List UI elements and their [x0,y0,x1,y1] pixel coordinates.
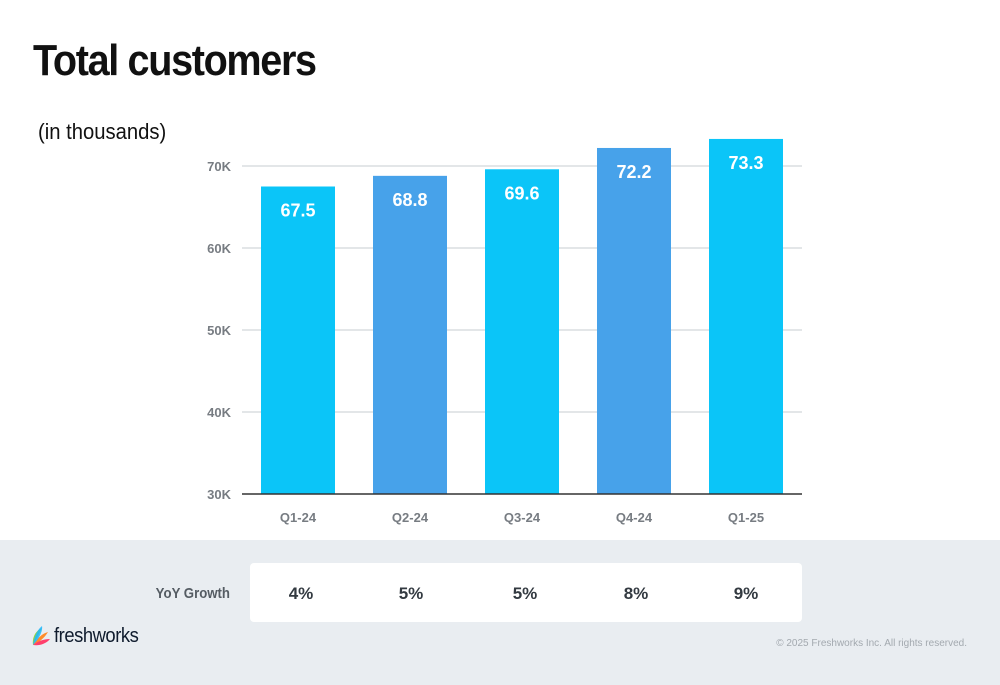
y-tick-label-60k: 60K [207,241,231,256]
data-label-q2-24: 68.8 [392,190,427,210]
yoy-value-q4-24: 8% [623,584,649,603]
freshworks-logo-icon [32,626,50,646]
y-tick-label-70k: 70K [207,159,231,174]
x-tick-label-q4-24: Q4-24 [616,510,653,525]
bar-q4-24 [597,147,671,494]
data-label-q1-25: 73.3 [728,153,763,173]
chart-bars [261,138,783,494]
data-label-q4-24: 72.2 [616,162,651,182]
brand-name: freshworks [54,624,139,647]
data-label-q1-24: 67.5 [280,201,315,221]
bar-q1-24 [261,186,335,494]
y-tick-label-50k: 50K [207,323,231,338]
bar-data-labels: 67.5 68.8 69.6 72.2 73.3 [280,153,763,221]
x-tick-label-q2-24: Q2-24 [392,510,429,525]
copyright-text: © 2025 Freshworks Inc. All rights reserv… [776,638,967,649]
x-tick-label-q3-24: Q3-24 [504,510,541,525]
chart-subtitle: (in thousands) [38,119,167,144]
bar-chart: 30K 40K 50K 60K 70K 67.5 68.8 69.6 72.2 73.3 Q1-… [207,138,802,525]
yoy-value-q3-24: 5% [512,584,538,603]
x-tick-label-q1-25: Q1-25 [728,510,764,525]
bar-q2-24 [373,175,447,494]
yoy-value-q2-24: 5% [398,584,424,603]
x-tick-label-q1-24: Q1-24 [280,510,317,525]
y-tick-label-30k: 30K [207,487,231,502]
y-tick-label-40k: 40K [207,405,231,420]
data-label-q3-24: 69.6 [504,183,539,203]
bar-q1-25 [709,138,783,494]
y-axis-ticks: 30K 40K 50K 60K 70K [207,159,231,502]
yoy-growth-label: YoY Growth [155,585,230,602]
page-title: Total customers [33,36,317,85]
freshworks-logo: freshworks [31,622,146,650]
x-axis-ticks: Q1-24 Q2-24 Q3-24 Q4-24 Q1-25 [280,510,764,525]
yoy-value-q1-24: 4% [288,584,314,603]
yoy-value-q1-25: 9% [733,584,759,603]
yoy-values-card [250,563,802,622]
bar-q3-24 [485,169,559,494]
